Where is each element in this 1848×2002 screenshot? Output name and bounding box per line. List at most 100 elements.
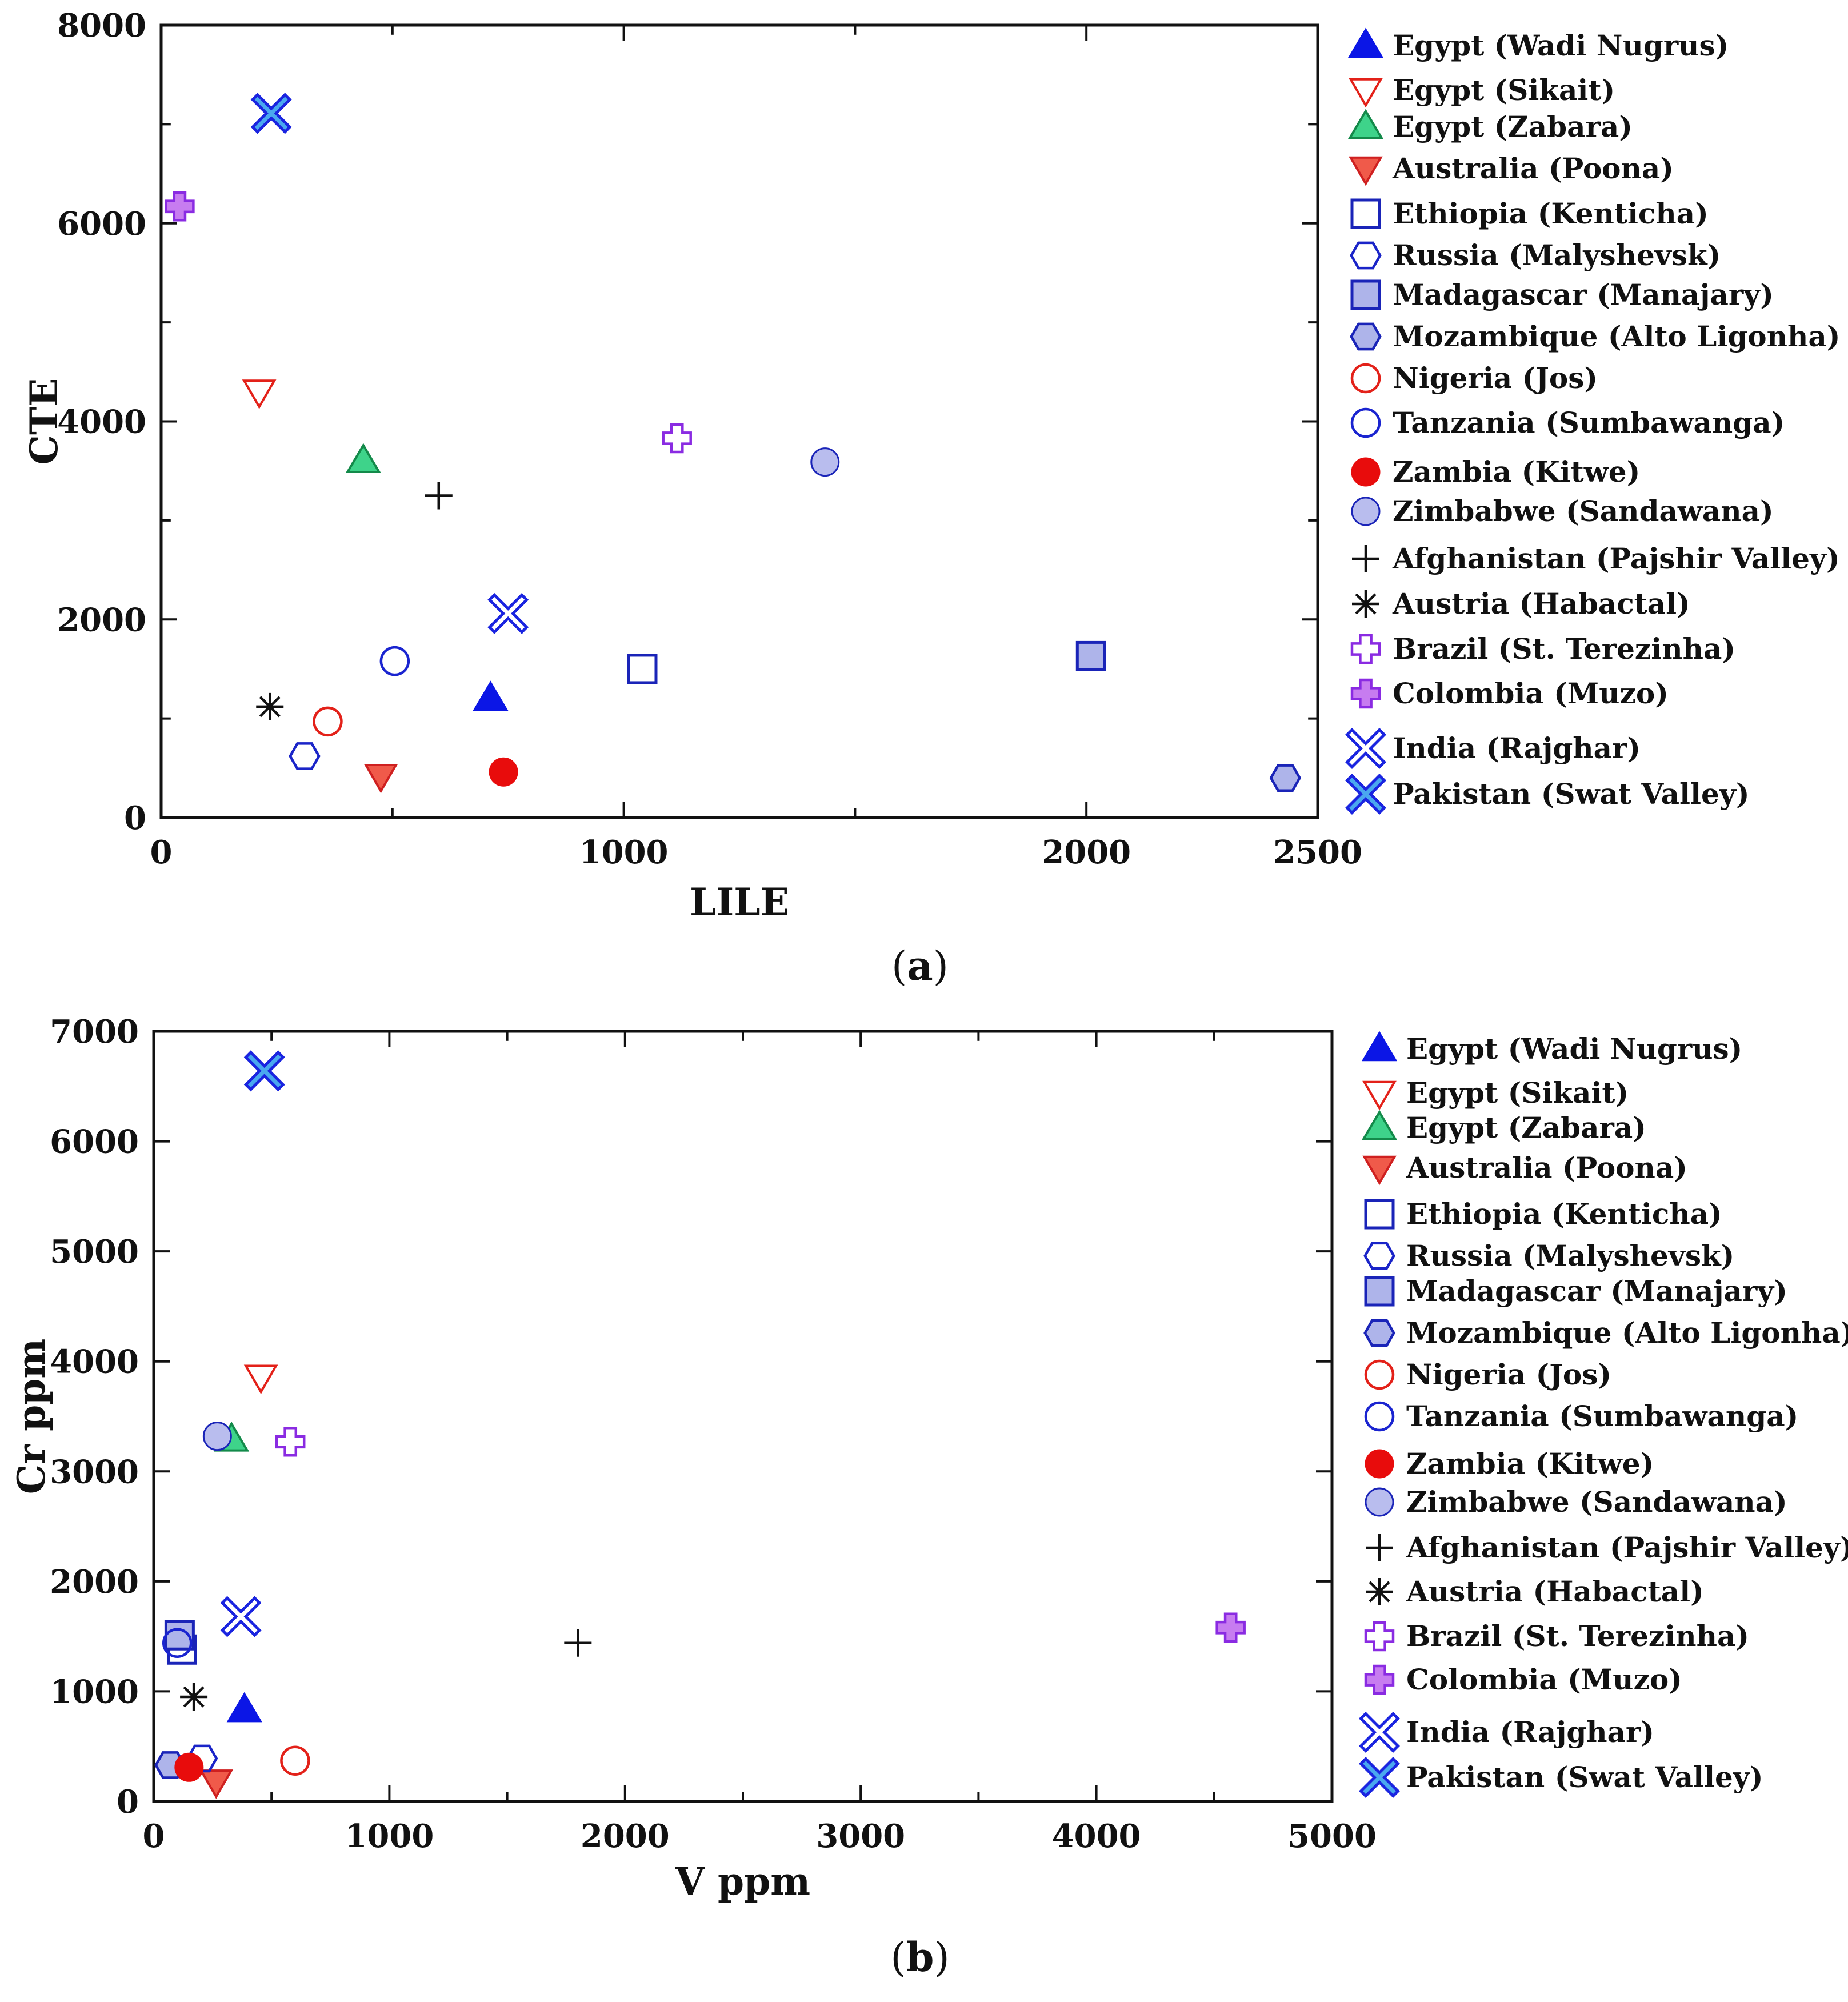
legend-marker — [1349, 156, 1383, 186]
panel-b: 0 1000 2000 3000 4000 5000 0 1000 2000 3000 4000 50… — [9, 1013, 1848, 1981]
data-point — [379, 646, 410, 676]
x-tick-label: 2500 — [1273, 834, 1362, 871]
legend-marker — [1364, 1664, 1395, 1695]
y-tick-label: 2000 — [50, 1563, 139, 1601]
panel-caption: (b) — [890, 1933, 950, 1981]
legend: Egypt (Wadi Nugrus) Egypt (Sikait)Egypt (… — [1358, 1031, 1848, 1799]
data-point — [810, 447, 840, 477]
legend-label: Ethiopia (Kenticha) — [1393, 197, 1709, 230]
data-point — [243, 1050, 285, 1092]
legend-marker — [1361, 1110, 1398, 1140]
legend-label: Egypt (Wadi Nugrus) — [1406, 1032, 1742, 1066]
data-point — [162, 1628, 193, 1658]
data-point — [174, 1752, 204, 1782]
x-tick-label: 1000 — [579, 834, 669, 871]
legend-marker — [1364, 1276, 1395, 1307]
plot-frame — [152, 1030, 1334, 1803]
y-tick-label: 8000 — [57, 7, 146, 45]
data-point — [199, 1769, 234, 1799]
legend-marker — [1364, 1199, 1395, 1230]
plot-frame — [159, 23, 1319, 819]
legend-label: Russia (Malyshevsk) — [1393, 238, 1721, 272]
legend-marker — [1349, 78, 1383, 108]
legend-marker — [1350, 363, 1381, 394]
y-tick-label: 7000 — [50, 1013, 139, 1051]
legend-marker — [1362, 1080, 1397, 1111]
data-point — [226, 1692, 262, 1723]
legend-marker — [1352, 545, 1379, 572]
data-point — [202, 1422, 232, 1451]
legend-label: Colombia (Muzo) — [1393, 676, 1669, 710]
legend-label: Zimbabwe (Sandawana) — [1406, 1485, 1787, 1519]
legend-label: Afghanistan (Pajshir Valley) — [1406, 1531, 1848, 1564]
legend-marker — [1345, 727, 1387, 770]
legend-marker — [1364, 1621, 1395, 1652]
x-tick-label: 4000 — [1052, 1817, 1141, 1855]
legend-label: Zimbabwe (Sandawana) — [1393, 494, 1774, 528]
legend-marker — [1347, 109, 1384, 139]
data-point — [425, 482, 453, 510]
y-tick-label: 2000 — [57, 601, 146, 639]
data-point — [627, 654, 658, 684]
y-tick-label: 6000 — [50, 1123, 139, 1161]
legend-label: Russia (Malyshevsk) — [1406, 1239, 1734, 1272]
data-point — [1269, 764, 1302, 792]
legend-label: Afghanistan (Pajshir Valley) — [1392, 542, 1840, 575]
x-tick-label: 5000 — [1287, 1817, 1377, 1855]
data-point — [564, 1629, 592, 1657]
legend-marker — [1351, 457, 1381, 487]
legend-label: India (Rajghar) — [1406, 1715, 1654, 1749]
data-point — [289, 742, 321, 770]
legend: Egypt (Wadi Nugrus) Egypt (Sikait)Egypt (… — [1345, 27, 1840, 815]
legend-marker — [1362, 1155, 1397, 1186]
legend-marker — [1352, 590, 1379, 618]
y-tick-label: 4000 — [57, 403, 146, 441]
legend-label: Tanzania (Sumbawanga) — [1393, 406, 1785, 439]
legend-label: Pakistan (Swat Valley) — [1393, 777, 1750, 811]
legend-marker — [1358, 1711, 1401, 1753]
legend-label: Austria (Habactal) — [1406, 1575, 1704, 1608]
legend-label: Brazil (St. Terezinha) — [1393, 632, 1735, 666]
legend-label: Egypt (Wadi Nugrus) — [1393, 29, 1729, 62]
data-point — [242, 379, 277, 409]
x-axis-label: LILE — [690, 880, 789, 924]
data-point — [345, 443, 381, 474]
y-tick-label: 1000 — [50, 1673, 139, 1711]
legend-label: Australia (Poona) — [1406, 1151, 1687, 1184]
y-tick-label: 4000 — [50, 1343, 139, 1381]
data-points — [165, 93, 1302, 794]
legend-marker — [1366, 1578, 1393, 1605]
legend-marker — [1358, 1756, 1401, 1799]
legend-marker — [1350, 322, 1382, 351]
legend-marker — [1350, 241, 1382, 270]
legend-label: Egypt (Sikait) — [1393, 73, 1615, 107]
legend-marker — [1347, 27, 1384, 58]
legend-label: Austria (Habactal) — [1392, 587, 1690, 620]
y-tick-label: 3000 — [50, 1453, 139, 1491]
data-point — [662, 423, 692, 454]
x-tick-label: 3000 — [816, 1817, 905, 1855]
data-point — [280, 1745, 310, 1776]
legend-label: Madagascar (Manajary) — [1406, 1274, 1787, 1308]
y-tick-label: 5000 — [50, 1233, 139, 1271]
legend-marker — [1366, 1534, 1393, 1561]
legend-marker — [1364, 1359, 1395, 1390]
legend-label: Zambia (Kitwe) — [1406, 1447, 1654, 1480]
panel-caption: (a) — [891, 942, 949, 990]
data-point — [256, 692, 284, 720]
legend-marker — [1365, 1487, 1394, 1517]
data-point — [243, 1364, 278, 1395]
legend-label: Nigeria (Jos) — [1406, 1358, 1611, 1391]
y-tick-label: 0 — [124, 799, 146, 837]
legend-label: Egypt (Sikait) — [1406, 1076, 1629, 1110]
legend-label: Mozambique (Alto Ligonha) — [1393, 319, 1840, 353]
legend-marker — [1364, 1401, 1395, 1432]
legend-marker — [1350, 634, 1381, 664]
legend-marker — [1363, 1242, 1395, 1270]
legend-label: India (Rajghar) — [1393, 731, 1641, 765]
x-tick-label: 2000 — [1042, 834, 1131, 871]
x-tick-label: 0 — [150, 834, 173, 871]
data-point — [220, 1596, 262, 1637]
legend-label: Madagascar (Manajary) — [1393, 278, 1774, 311]
